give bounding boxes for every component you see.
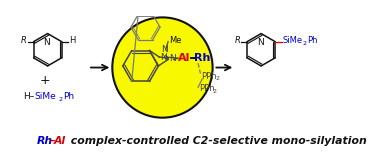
Text: Ph: Ph <box>307 36 317 45</box>
Text: complex-controlled C2-selective mono-silylation: complex-controlled C2-selective mono-sil… <box>67 136 367 146</box>
Text: R: R <box>21 36 27 45</box>
Text: Al: Al <box>178 53 191 63</box>
Text: PPh: PPh <box>199 84 214 93</box>
Text: N: N <box>43 38 50 47</box>
Text: Rh: Rh <box>194 53 210 63</box>
Text: +: + <box>40 74 51 87</box>
Text: R: R <box>235 36 241 45</box>
Text: N: N <box>160 53 167 62</box>
Text: –: – <box>49 136 55 146</box>
Text: Me: Me <box>169 35 181 45</box>
Circle shape <box>112 17 212 118</box>
Text: 2: 2 <box>215 76 219 81</box>
Text: H–: H– <box>23 92 35 101</box>
Text: 2: 2 <box>212 89 217 94</box>
Text: Rh: Rh <box>37 136 53 146</box>
Text: SiMe: SiMe <box>282 36 302 45</box>
Text: N: N <box>257 38 264 47</box>
Text: 2: 2 <box>59 97 63 102</box>
Text: N: N <box>161 45 168 54</box>
Text: Ph: Ph <box>63 92 74 101</box>
Text: H: H <box>69 36 75 45</box>
Text: Al: Al <box>54 136 66 146</box>
Text: 2: 2 <box>303 41 307 46</box>
Text: PPh: PPh <box>201 71 217 81</box>
Text: SiMe: SiMe <box>35 92 56 101</box>
Text: N: N <box>169 54 176 63</box>
